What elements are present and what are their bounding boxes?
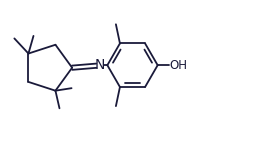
Text: N: N — [95, 58, 105, 72]
Text: OH: OH — [170, 59, 188, 72]
